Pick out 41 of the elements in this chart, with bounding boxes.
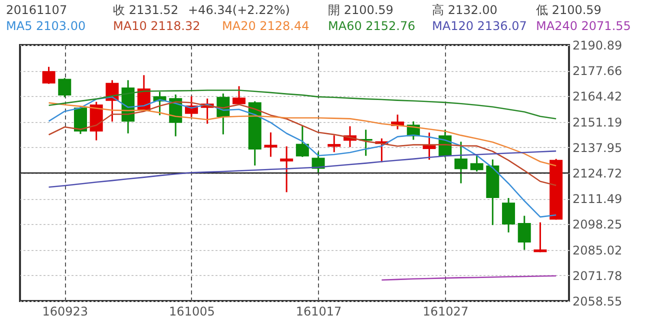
y-tick-label: 2071.78 xyxy=(572,268,622,283)
text: MA20 2128.44 xyxy=(222,19,310,34)
text: 開 2100.59 xyxy=(328,3,394,18)
y-tick-label: 2190.89 xyxy=(572,38,622,52)
candlestick xyxy=(470,154,484,172)
candlestick xyxy=(534,222,547,253)
y-tick-label: 2151.19 xyxy=(572,115,622,130)
candlestick xyxy=(232,85,246,106)
text: MA120 2136.07 xyxy=(432,19,527,34)
x-tick-label: 161005 xyxy=(169,304,215,318)
x-tick-label: 161027 xyxy=(422,304,469,318)
x-tick-label: 161017 xyxy=(296,304,342,318)
x-tick-label: 160923 xyxy=(42,304,88,318)
y-tick-label: 2177.66 xyxy=(572,64,622,78)
text: MA10 2118.32 xyxy=(113,19,200,34)
text: 收 2131.52 xyxy=(113,3,178,18)
y-tick-label: 2164.42 xyxy=(572,90,622,104)
candlestick xyxy=(264,132,278,158)
y-tick-label: 2111.49 xyxy=(572,192,622,206)
text: MA5 2103.00 xyxy=(6,19,86,34)
text: 20161107 xyxy=(6,3,68,18)
candlestick xyxy=(422,132,436,160)
y-tick-label: 2098.25 xyxy=(572,218,622,232)
candlestick xyxy=(518,215,531,251)
candlestick xyxy=(296,125,309,158)
y-tick-label: 2137.95 xyxy=(572,140,622,155)
candlestick xyxy=(328,134,341,153)
candlestick xyxy=(42,66,56,85)
y-tick-label: 2124.72 xyxy=(572,166,622,180)
y-tick-label: 2058.55 xyxy=(572,294,622,308)
y-tick-label: 2085.02 xyxy=(572,243,622,258)
text: +46.34(+2.22%) xyxy=(188,3,290,18)
candlestick xyxy=(454,140,468,184)
candlestick xyxy=(74,106,87,135)
text: MA240 2071.55 xyxy=(536,19,631,34)
text: 低 2100.59 xyxy=(536,3,602,18)
text: MA60 2152.76 xyxy=(328,19,416,34)
text: 高 2132.00 xyxy=(432,3,498,18)
candlestick xyxy=(280,146,294,193)
candlestick xyxy=(58,77,72,98)
candlestick xyxy=(502,197,516,234)
